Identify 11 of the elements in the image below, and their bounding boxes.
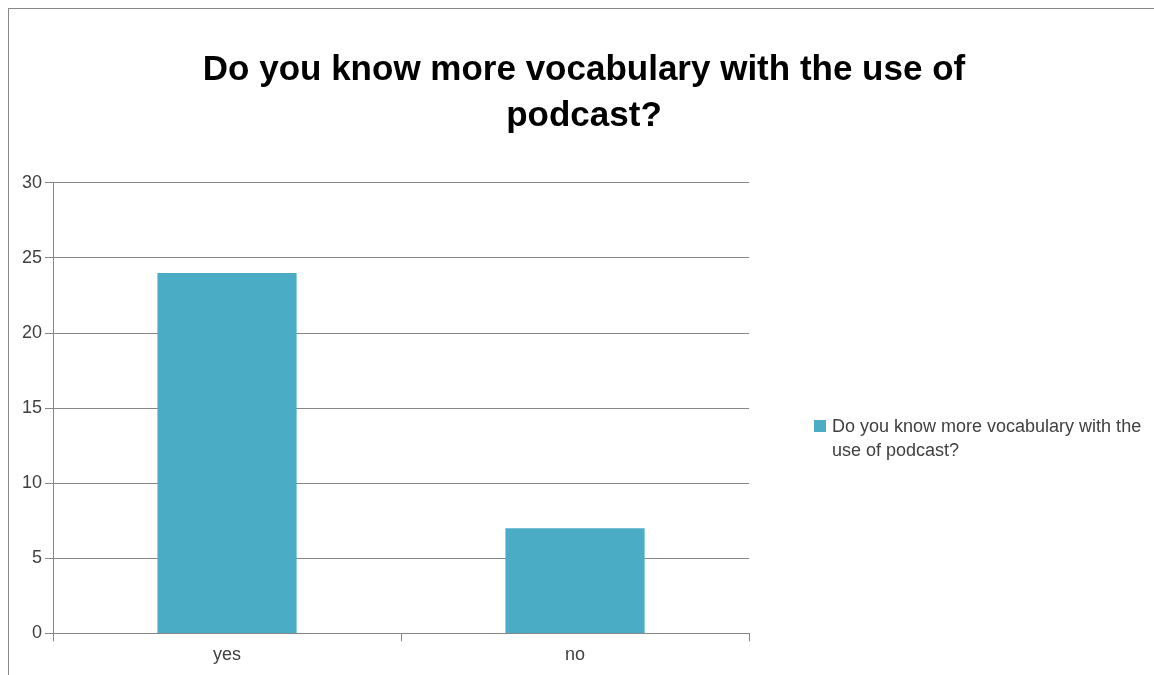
y-tick-label: 30: [21, 171, 43, 192]
y-tick-label: 5: [32, 547, 43, 568]
chart-title: Do you know more vocabulary with the use of podcast?: [201, 47, 967, 135]
x-tick-label: no: [564, 644, 586, 665]
y-tick-label: 0: [32, 622, 43, 643]
y-tick-label: 25: [21, 246, 43, 267]
legend-label: Do you know more vocabulary with the use of podcast?: [832, 415, 1143, 462]
x-tick-label: yes: [213, 644, 242, 665]
y-tick-label: 15: [21, 397, 43, 418]
y-tick-label: 20: [21, 321, 43, 342]
y-tick-label: 10: [21, 472, 43, 493]
